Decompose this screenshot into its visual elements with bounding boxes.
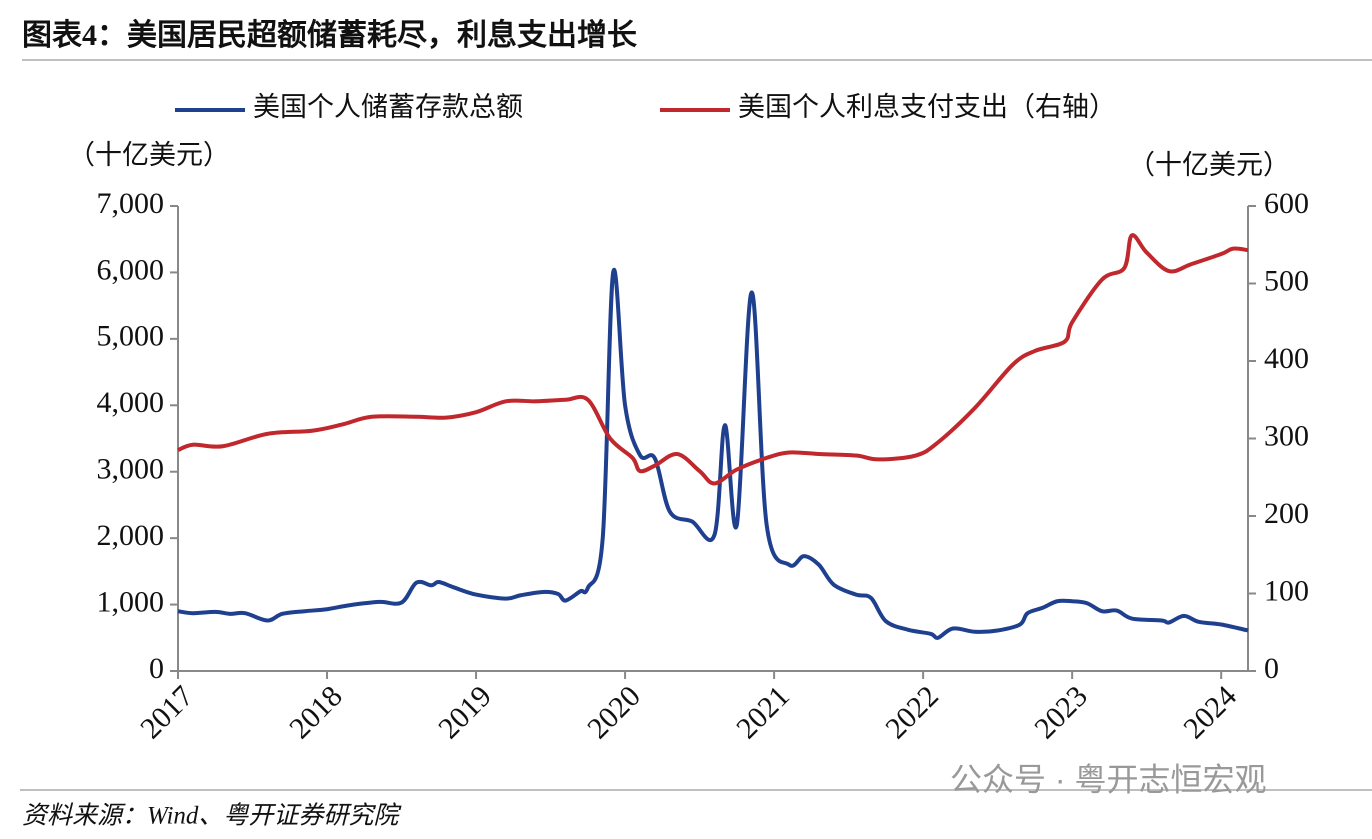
x-tick-label: 2024	[1177, 679, 1243, 745]
y2-tick-label: 500	[1264, 264, 1309, 297]
y-tick-label: 3,000	[97, 453, 165, 486]
y2-tick-label: 600	[1264, 187, 1309, 220]
x-tick-label: 2023	[1028, 679, 1094, 745]
legend-label: 美国个人储蓄存款总额	[253, 92, 523, 122]
y-tick-label: 6,000	[97, 253, 165, 286]
y-tick-label: 4,000	[97, 386, 165, 419]
y-tick-label: 7,000	[97, 187, 165, 220]
series-line	[177, 267, 1249, 640]
x-tick-label: 2017	[134, 679, 200, 745]
y-tick-label: 1,000	[97, 585, 165, 618]
watermark: 公众号 · 粤开志恒宏观	[950, 761, 1266, 797]
y2-tick-label: 100	[1264, 574, 1309, 607]
x-tick-label: 2018	[283, 679, 349, 745]
x-tick-label: 2020	[581, 679, 647, 745]
x-tick-label: 2021	[730, 679, 796, 745]
x-tick-label: 2019	[432, 679, 498, 745]
chart-title: 图表4：美国居民超额储蓄耗尽，利息支出增长	[22, 18, 637, 52]
y-axis-unit: （十亿美元）	[68, 140, 230, 170]
legend-label: 美国个人利息支付支出（右轴）	[738, 92, 1116, 122]
y2-tick-label: 400	[1264, 342, 1309, 375]
y2-tick-label: 0	[1264, 652, 1279, 685]
y2-axis-unit: （十亿美元）	[1128, 150, 1290, 180]
x-tick-label: 2022	[879, 679, 945, 745]
y-tick-label: 2,000	[97, 519, 165, 552]
y2-tick-label: 300	[1264, 419, 1309, 452]
source: 资料来源：Wind、粤开证券研究院	[22, 802, 402, 830]
y2-tick-label: 200	[1264, 497, 1309, 530]
y-tick-label: 5,000	[97, 320, 165, 353]
series-line	[177, 233, 1249, 486]
y-tick-label: 0	[149, 652, 164, 685]
